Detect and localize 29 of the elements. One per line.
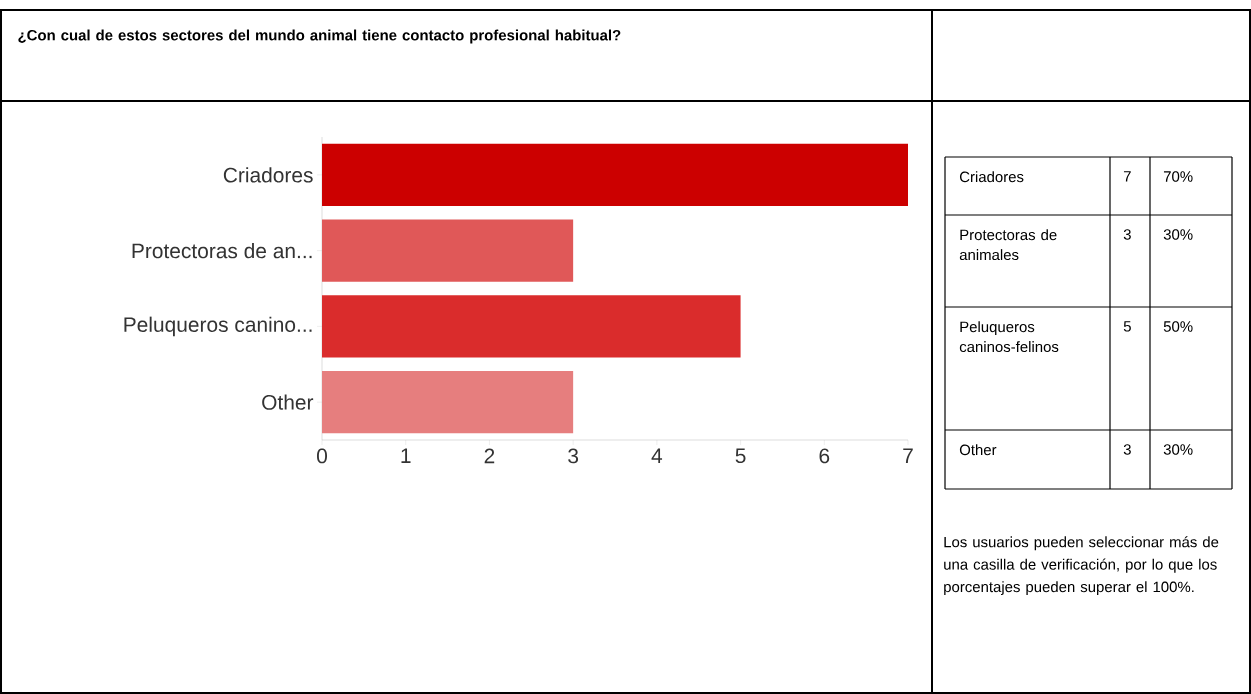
- bar: [322, 371, 574, 434]
- data-label: 3: [1123, 229, 1131, 240]
- y-tick-label: Protectoras de an...: [132, 242, 312, 259]
- category-label: Other: [959, 444, 997, 456]
- data-label: 70%: [1163, 171, 1193, 182]
- x-tick-label: 7: [903, 448, 913, 463]
- x-tick-label: 4: [651, 448, 663, 463]
- bar: [322, 295, 741, 358]
- category-label: Peluqueros caninos-felinos: [959, 321, 1059, 353]
- x-tick-label: 6: [819, 448, 830, 464]
- x-tick-label: 2: [484, 448, 495, 464]
- category-label: Protectoras de animales: [959, 229, 1057, 261]
- data-label: 5: [1123, 321, 1131, 332]
- x-tick-label: 5: [735, 448, 746, 464]
- x-tick-label: 0: [317, 448, 327, 464]
- bar: [322, 143, 908, 206]
- data-label: 7: [1123, 171, 1131, 182]
- chart-title: ¿Con cual de estos sectores del mundo animal tiene contacto profesional habitual?: [18, 29, 621, 44]
- text: Los usuarios pueden seleccionar más de una casilla de verificación, por lo que los porcentajes pueden superar el 100%.: [944, 536, 1219, 596]
- bar: [322, 219, 574, 282]
- y-tick-label: Other: [262, 394, 314, 410]
- data-label: 30%: [1163, 229, 1193, 240]
- category-label: Criadores: [959, 171, 1024, 183]
- data-label: 30%: [1163, 444, 1193, 455]
- x-tick-label: 1: [401, 448, 411, 463]
- y-tick-label: Criadores: [223, 167, 313, 183]
- data-label: 50%: [1163, 321, 1193, 332]
- x-tick-label: 3: [568, 448, 579, 464]
- y-tick-label: Peluqueros canino...: [124, 316, 312, 337]
